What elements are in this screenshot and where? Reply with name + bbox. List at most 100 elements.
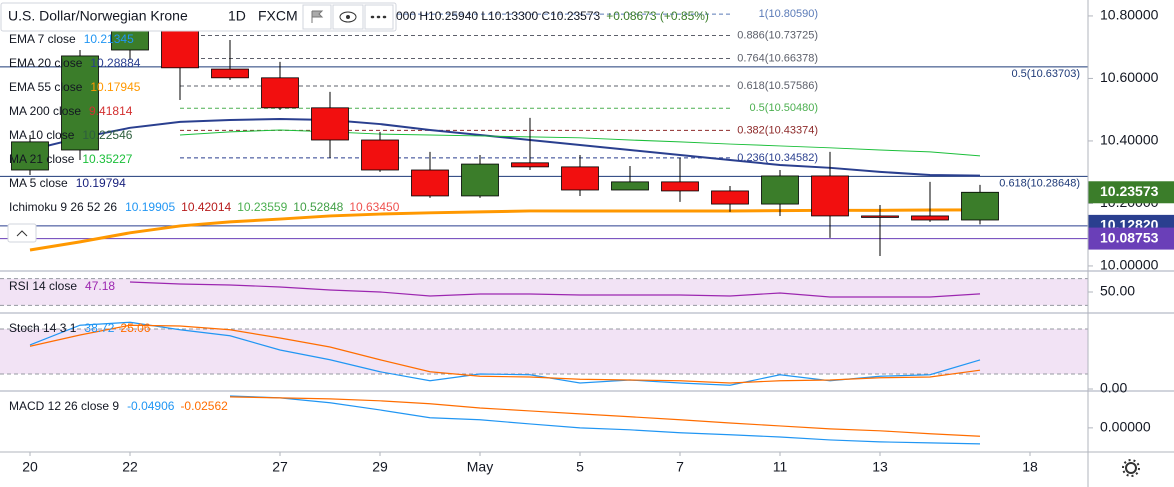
- legend-value: 10.17945: [90, 80, 140, 94]
- overlay-layer: 10.8000010.6000010.4000010.2000010.00000…: [9, 7, 1174, 475]
- candle-body: [911, 215, 949, 221]
- y-tick-label: 0.00000: [1100, 419, 1151, 435]
- pane-title: Stoch 14 3 1: [9, 321, 77, 335]
- pane-title: RSI 14 close: [9, 279, 77, 293]
- series-line: [229, 396, 981, 437]
- ohlc-readout: 000 H10.25940 L10.13300 C10.23573: [396, 9, 601, 23]
- y-tick-label: 10.80000: [1100, 7, 1159, 23]
- y-tick-label: 10.00000: [1100, 257, 1159, 273]
- candle-body: [511, 162, 549, 168]
- candle-body: [311, 107, 349, 141]
- series-line: [129, 281, 981, 298]
- legend-value: 10.28884: [90, 56, 140, 70]
- legend-value: 9.41814: [89, 104, 133, 118]
- fib-label: 0.382(10.43374): [737, 124, 818, 136]
- eye-icon: [339, 11, 357, 23]
- candle-body: [661, 181, 699, 192]
- symbol[interactable]: U.S. Dollar/Norwegian Krone: [8, 8, 188, 24]
- price-label: 10.08753: [1100, 229, 1159, 245]
- candle-body: [11, 141, 49, 171]
- candle-body: [811, 175, 849, 217]
- candle-body: [361, 139, 399, 171]
- candle-body: [961, 191, 999, 221]
- header-box: [0, 2, 397, 32]
- candle-body: [861, 215, 899, 218]
- fib-label: 0.5(10.63703): [1012, 68, 1081, 80]
- indicator-line: [29, 118, 981, 177]
- header: U.S. Dollar/Norwegian Krone 1D FXCM 000 …: [0, 2, 709, 32]
- interval[interactable]: 1D: [228, 8, 246, 24]
- x-tick-label: 13: [872, 459, 888, 475]
- fib-label: 0.886(10.73725): [737, 29, 818, 41]
- fib-label: 0.236(10.34582): [737, 152, 818, 164]
- band-fill: [0, 278, 1088, 306]
- pane-value: -0.04906: [127, 399, 175, 413]
- x-tick-label: 18: [1022, 459, 1038, 475]
- settings-button[interactable]: [1122, 459, 1140, 477]
- band-fill: [0, 329, 1088, 374]
- x-tick-label: 22: [122, 459, 138, 475]
- legend-value: 10.21345: [84, 32, 134, 46]
- y-tick-label: 10.40000: [1100, 132, 1159, 148]
- candle-body: [761, 175, 799, 205]
- fib-label: 0.618(10.57586): [737, 80, 818, 92]
- legend-value: 10.19905: [125, 200, 175, 214]
- flag-icon: [311, 10, 324, 23]
- x-tick-label: 29: [372, 459, 388, 475]
- source: FXCM: [258, 8, 298, 24]
- y-tick-label: 10.60000: [1100, 69, 1159, 85]
- x-tick-label: 20: [22, 459, 38, 475]
- legend-name: Ichimoku 9 26 52 26: [9, 200, 117, 214]
- x-tick-label: 11: [773, 459, 788, 475]
- candle-body: [161, 28, 199, 69]
- fib-label: 0.5(10.50480): [750, 102, 819, 114]
- fib-label: 0.764(10.66378): [737, 52, 818, 64]
- candle-body: [461, 163, 499, 197]
- y-tick-label: 0.00: [1100, 380, 1127, 396]
- legend-value: 10.63450: [349, 200, 399, 214]
- x-tick-label: 5: [576, 459, 584, 475]
- legend-value: 10.19794: [76, 176, 126, 190]
- collapse-button[interactable]: [7, 223, 37, 243]
- candle-body: [711, 190, 749, 205]
- plot-layer: [0, 13, 1174, 445]
- legend-value: 10.42014: [181, 200, 231, 214]
- series-line: [29, 324, 981, 384]
- flag-button[interactable]: [302, 4, 332, 30]
- legend-name: MA 21 close: [9, 152, 75, 166]
- pane-title: MACD 12 26 close 9: [9, 399, 119, 413]
- candle-body: [61, 55, 99, 151]
- collapse-box[interactable]: [7, 223, 37, 243]
- pane-value: 25.06: [120, 321, 150, 335]
- series-line: [229, 395, 981, 445]
- candle-body: [611, 181, 649, 191]
- legend-name: EMA 55 close: [9, 80, 83, 94]
- eye-pupil: [346, 15, 350, 19]
- collapse-icon: [16, 230, 28, 237]
- price-label-box: [1088, 181, 1174, 204]
- legend-value: 10.22546: [82, 128, 132, 142]
- fib-label: 1(10.80590): [759, 8, 818, 20]
- legend-name: MA 10 close: [9, 128, 75, 142]
- x-tick-label: 7: [676, 459, 684, 475]
- legend-name: MA 200 close: [9, 104, 81, 118]
- fib-label: 0.618(10.28648): [999, 177, 1080, 189]
- price-label: 10.23573: [1100, 183, 1159, 199]
- gear-teeth: [1122, 459, 1140, 477]
- change-readout: +0.08673 (+0.85%): [606, 9, 709, 23]
- legend-name: EMA 7 close: [9, 32, 76, 46]
- candle-body: [261, 77, 299, 109]
- legend-value: 10.52848: [293, 200, 343, 214]
- pane-value: 38.72: [84, 321, 114, 335]
- candle-body: [561, 166, 599, 191]
- legend-value: 10.35227: [82, 152, 132, 166]
- candle-body: [411, 169, 449, 197]
- gear-icon[interactable]: [1125, 462, 1137, 474]
- y-tick-label: 50.00: [1100, 283, 1135, 299]
- x-tick-label: 27: [272, 459, 288, 475]
- legend-name: EMA 20 close: [9, 56, 83, 70]
- legend-name: MA 5 close: [9, 176, 68, 190]
- x-tick-label: May: [467, 459, 493, 475]
